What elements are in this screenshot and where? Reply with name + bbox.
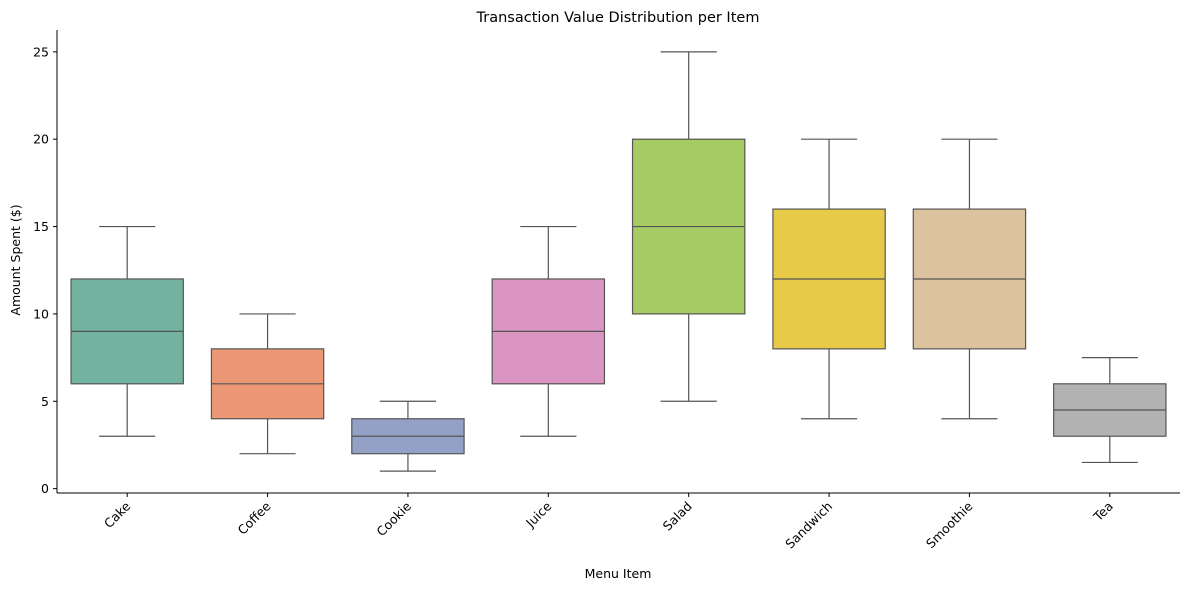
x-tick-label: Tea: [1090, 499, 1116, 525]
y-tick-label: 15: [33, 219, 49, 234]
x-tick-label: Salad: [660, 499, 695, 534]
chart-title: Transaction Value Distribution per Item: [476, 10, 760, 26]
box-cookie: [351, 400, 465, 472]
box-coffee: [210, 313, 325, 455]
plot-area: 0 5 10 15 20 25 Cake Coffee Cookie Juice Salad Sand…: [33, 30, 1180, 552]
box-smoothie: [912, 138, 1027, 420]
box-juice: [491, 225, 606, 437]
y-axis-label: Amount Spent ($): [8, 204, 23, 315]
box-sandwich: [772, 138, 886, 420]
y-tick-label: 0: [41, 481, 49, 496]
x-tick-label: Smoothie: [923, 498, 976, 551]
x-axis-label: Menu Item: [585, 566, 652, 581]
x-tick-label: Sandwich: [782, 499, 835, 552]
x-tick-label: Cookie: [373, 498, 414, 539]
x-tick-label: Juice: [522, 498, 554, 530]
y-tick-label: 20: [33, 132, 49, 147]
x-tick-label: Cake: [101, 498, 134, 531]
y-tick-label: 25: [33, 44, 49, 59]
y-tick-label: 5: [41, 394, 49, 409]
box-cake: [70, 225, 184, 437]
y-tick-label: 10: [33, 306, 49, 321]
box-tea: [1053, 356, 1167, 464]
box-salad: [631, 51, 746, 402]
x-tick-label: Coffee: [235, 498, 274, 537]
